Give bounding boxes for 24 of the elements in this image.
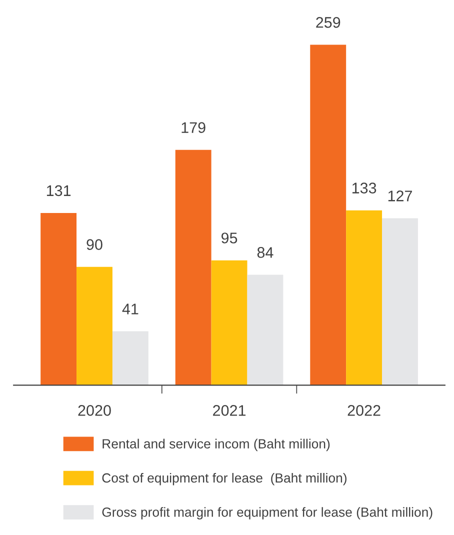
data-label: 131 <box>46 185 71 196</box>
data-label: 179 <box>182 122 206 133</box>
legend-label: Cost of equipment for lease (Baht million) <box>102 472 346 486</box>
data-label: 259 <box>316 17 340 28</box>
data-label: 84 <box>257 247 274 258</box>
bar <box>211 260 248 386</box>
data-label: 95 <box>221 232 238 244</box>
legend-label: Gross profit margin for equipment for lease (Baht million) <box>102 507 432 520</box>
data-label: 90 <box>86 239 102 250</box>
bar <box>346 210 382 386</box>
bar <box>382 218 418 386</box>
bar <box>175 150 212 386</box>
x-tick-label: 2020 <box>78 405 111 416</box>
bar <box>112 331 148 386</box>
bar <box>76 266 112 386</box>
bar <box>40 213 77 386</box>
bar <box>310 44 346 386</box>
data-label: 133 <box>352 182 376 194</box>
x-tick-label: 2022 <box>348 405 380 416</box>
legend-label: Rental and service incom (Baht million) <box>102 438 330 452</box>
bar <box>247 274 284 386</box>
x-tick-label: 2021 <box>213 405 246 416</box>
data-label: 127 <box>388 190 412 202</box>
data-label: 41 <box>122 304 138 314</box>
